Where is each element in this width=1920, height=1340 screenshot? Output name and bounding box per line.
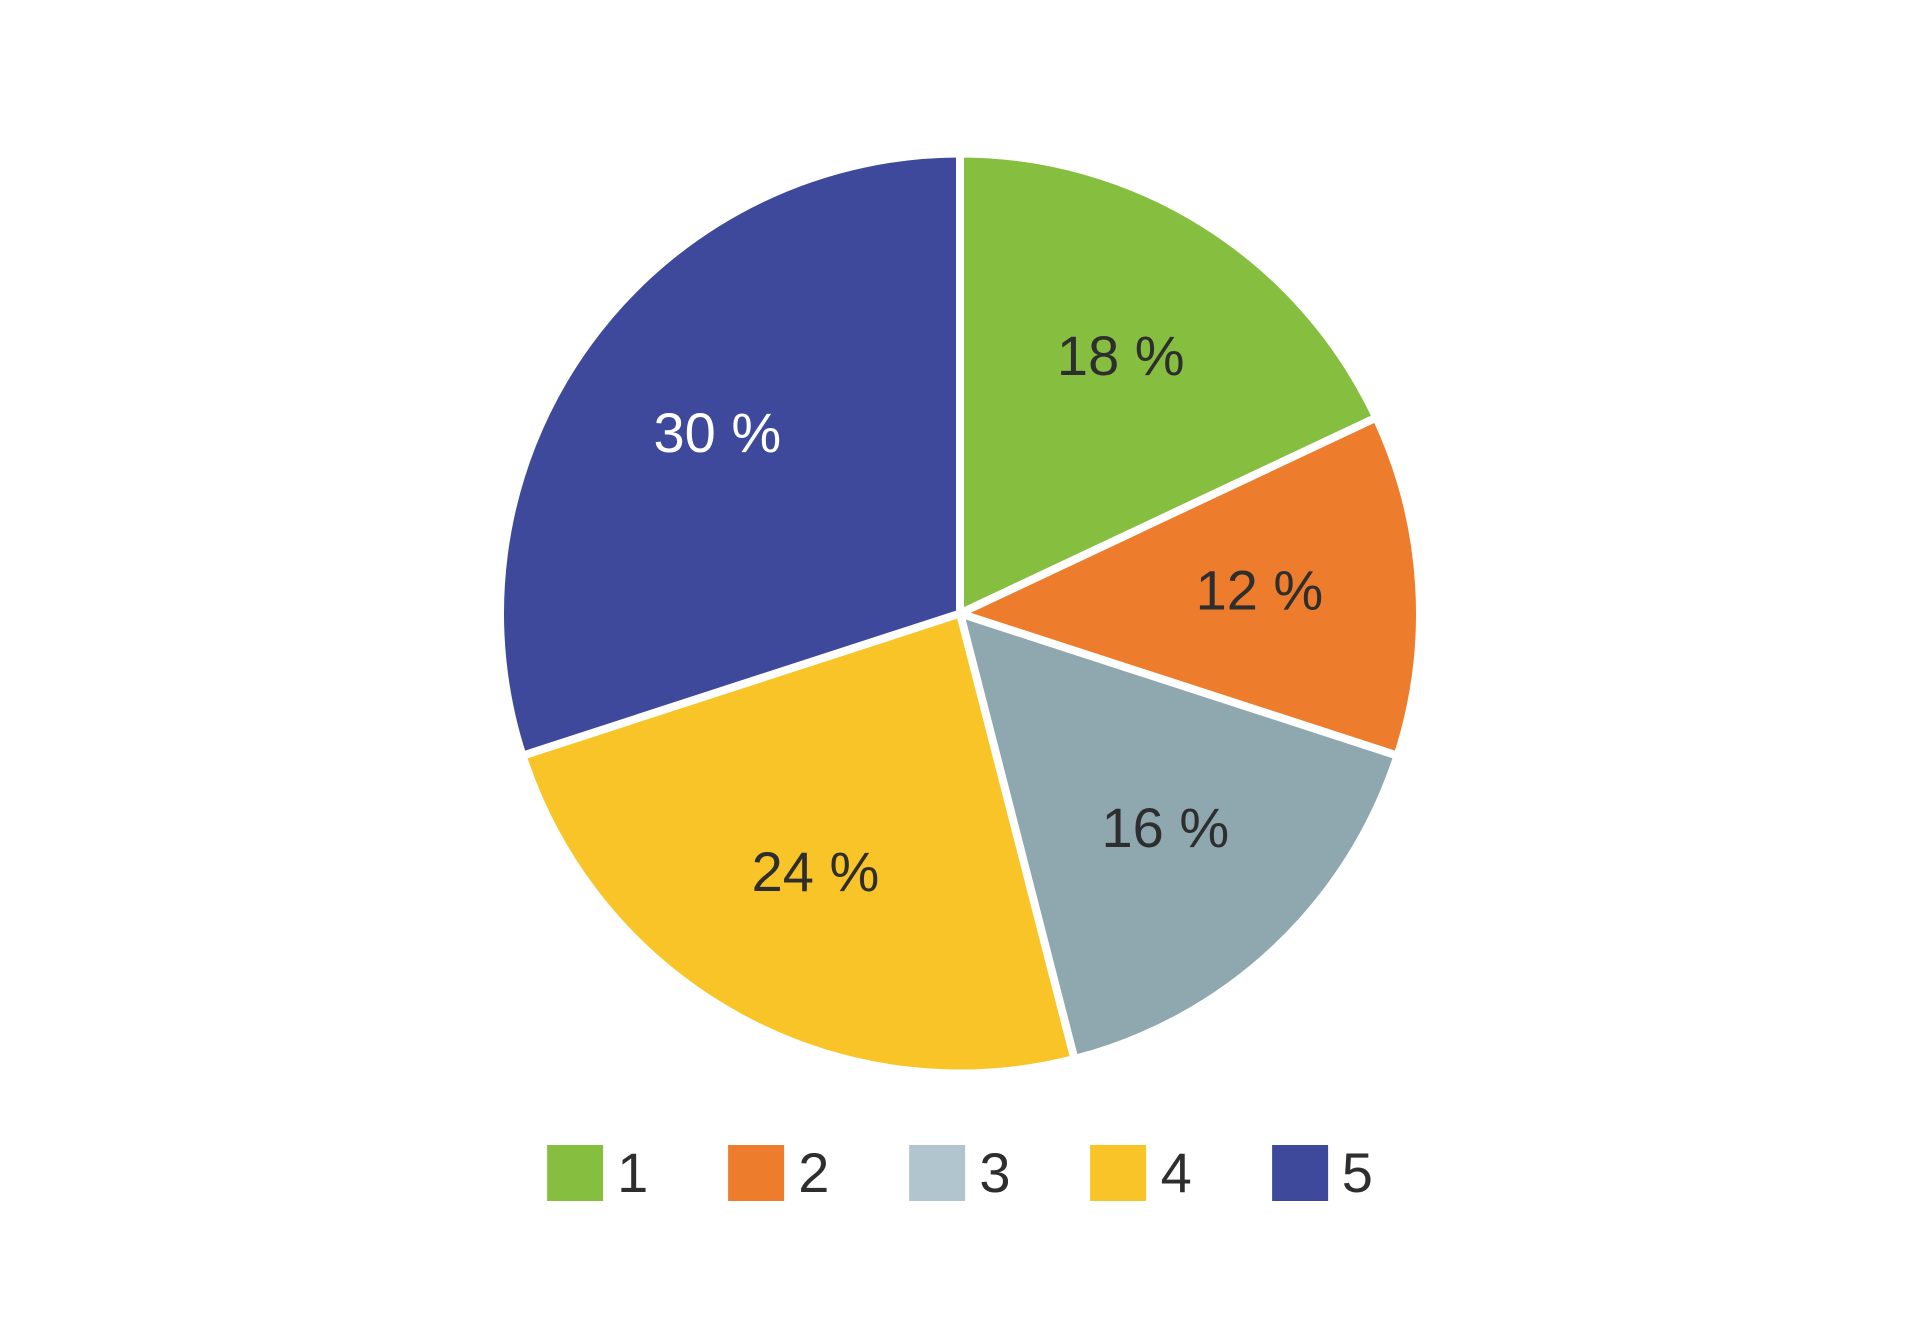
legend-swatch-4 <box>1091 1145 1147 1201</box>
slice-label-3: 16 % <box>1102 796 1230 859</box>
legend-label-2: 2 <box>798 1140 829 1205</box>
legend-swatch-3 <box>909 1145 965 1201</box>
legend-item-2: 2 <box>728 1140 829 1205</box>
legend-item-3: 3 <box>909 1140 1010 1205</box>
legend-label-5: 5 <box>1342 1140 1373 1205</box>
pie-svg: 18 % 12 % 16 % 24 % 30 % <box>480 134 1440 1094</box>
legend-label-4: 4 <box>1161 1140 1192 1205</box>
legend-label-3: 3 <box>979 1140 1010 1205</box>
legend-item-4: 4 <box>1091 1140 1192 1205</box>
legend-item-5: 5 <box>1272 1140 1373 1205</box>
legend-swatch-1 <box>547 1145 603 1201</box>
legend-swatch-2 <box>728 1145 784 1201</box>
legend-item-1: 1 <box>547 1140 648 1205</box>
legend-label-1: 1 <box>617 1140 648 1205</box>
legend: 1 2 3 4 5 <box>547 1140 1373 1205</box>
slice-label-2: 12 % <box>1196 559 1324 622</box>
slice-label-5: 30 % <box>653 401 781 464</box>
pie-chart: 18 % 12 % 16 % 24 % 30 % <box>480 134 1440 1099</box>
slice-label-4: 24 % <box>752 841 880 904</box>
legend-swatch-5 <box>1272 1145 1328 1201</box>
chart-canvas: 18 % 12 % 16 % 24 % 30 % 1 2 3 4 5 <box>0 0 1920 1340</box>
slice-label-1: 18 % <box>1057 324 1185 387</box>
